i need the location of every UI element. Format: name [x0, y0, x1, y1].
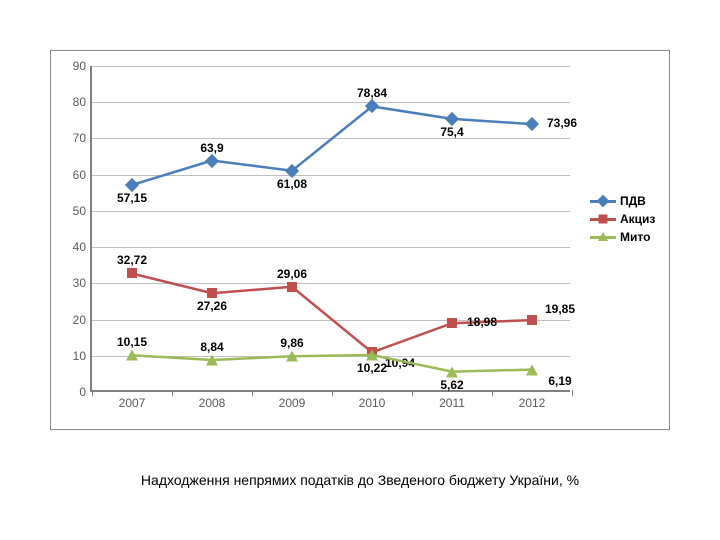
data-label: 8,84	[200, 340, 223, 354]
x-tick-label: 2012	[519, 390, 546, 410]
marker-triangle	[126, 350, 138, 361]
legend-label: ПДВ	[620, 194, 646, 208]
legend-swatch	[590, 200, 616, 203]
marker-triangle	[526, 364, 538, 375]
legend-label: Акциз	[620, 212, 655, 226]
marker-triangle	[446, 366, 458, 377]
plot-area: 0102030405060708090200720082009201020112…	[90, 66, 570, 392]
data-label: 6,19	[548, 374, 571, 388]
series-line-2	[92, 66, 572, 392]
y-tick-label: 30	[73, 276, 92, 290]
marker-triangle	[366, 349, 378, 360]
chart-caption: Надходження непрямих податків до Зведено…	[0, 472, 720, 488]
y-tick-label: 40	[73, 240, 92, 254]
y-tick-label: 80	[73, 95, 92, 109]
y-tick-label: 20	[73, 313, 92, 327]
x-tick-label: 2010	[359, 390, 386, 410]
y-tick-label: 70	[73, 131, 92, 145]
legend: ПДВ Акциз Мито	[590, 190, 655, 248]
legend-swatch	[590, 218, 616, 221]
y-tick-label: 90	[73, 59, 92, 73]
legend-label: Мито	[620, 230, 650, 244]
legend-swatch	[590, 236, 616, 239]
x-tick-label: 2008	[199, 390, 226, 410]
data-label: 10,15	[117, 335, 147, 349]
legend-item: Акциз	[590, 212, 655, 226]
data-label: 10,22	[357, 361, 387, 375]
y-tick-label: 0	[79, 385, 92, 399]
y-tick-label: 50	[73, 204, 92, 218]
y-tick-label: 60	[73, 168, 92, 182]
data-label: 5,62	[440, 378, 463, 392]
marker-triangle	[206, 354, 218, 365]
x-tick-label: 2009	[279, 390, 306, 410]
legend-item: ПДВ	[590, 194, 655, 208]
legend-item: Мито	[590, 230, 655, 244]
data-label: 9,86	[280, 336, 303, 350]
x-tick-separator	[572, 390, 573, 396]
page: { "chart": { "type": "line", "frame": { …	[0, 0, 720, 540]
x-tick-label: 2011	[439, 390, 465, 410]
marker-triangle	[286, 351, 298, 362]
y-tick-label: 10	[73, 349, 92, 363]
x-tick-label: 2007	[119, 390, 146, 410]
